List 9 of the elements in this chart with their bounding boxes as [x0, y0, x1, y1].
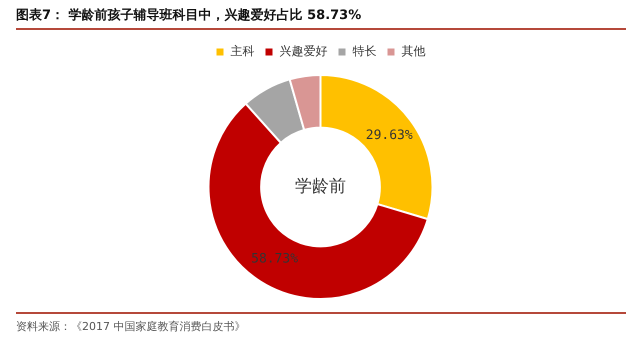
- data-label: 58.73%: [251, 252, 298, 267]
- text: 学龄前: [295, 176, 346, 196]
- legend-label: 兴趣爱好: [280, 44, 328, 58]
- legend-label: 特长: [352, 44, 376, 58]
- data-label: 29.63%: [366, 128, 413, 144]
- legend-label: 其他: [402, 44, 426, 58]
- chart-title: 图表7： 学龄前孩子辅导班科目中，兴趣爱好占比 58.73%: [16, 6, 626, 30]
- legend-label: 主科: [230, 44, 254, 58]
- text: 资料来源：《2017 中国家庭教育消费白皮书》: [16, 319, 246, 334]
